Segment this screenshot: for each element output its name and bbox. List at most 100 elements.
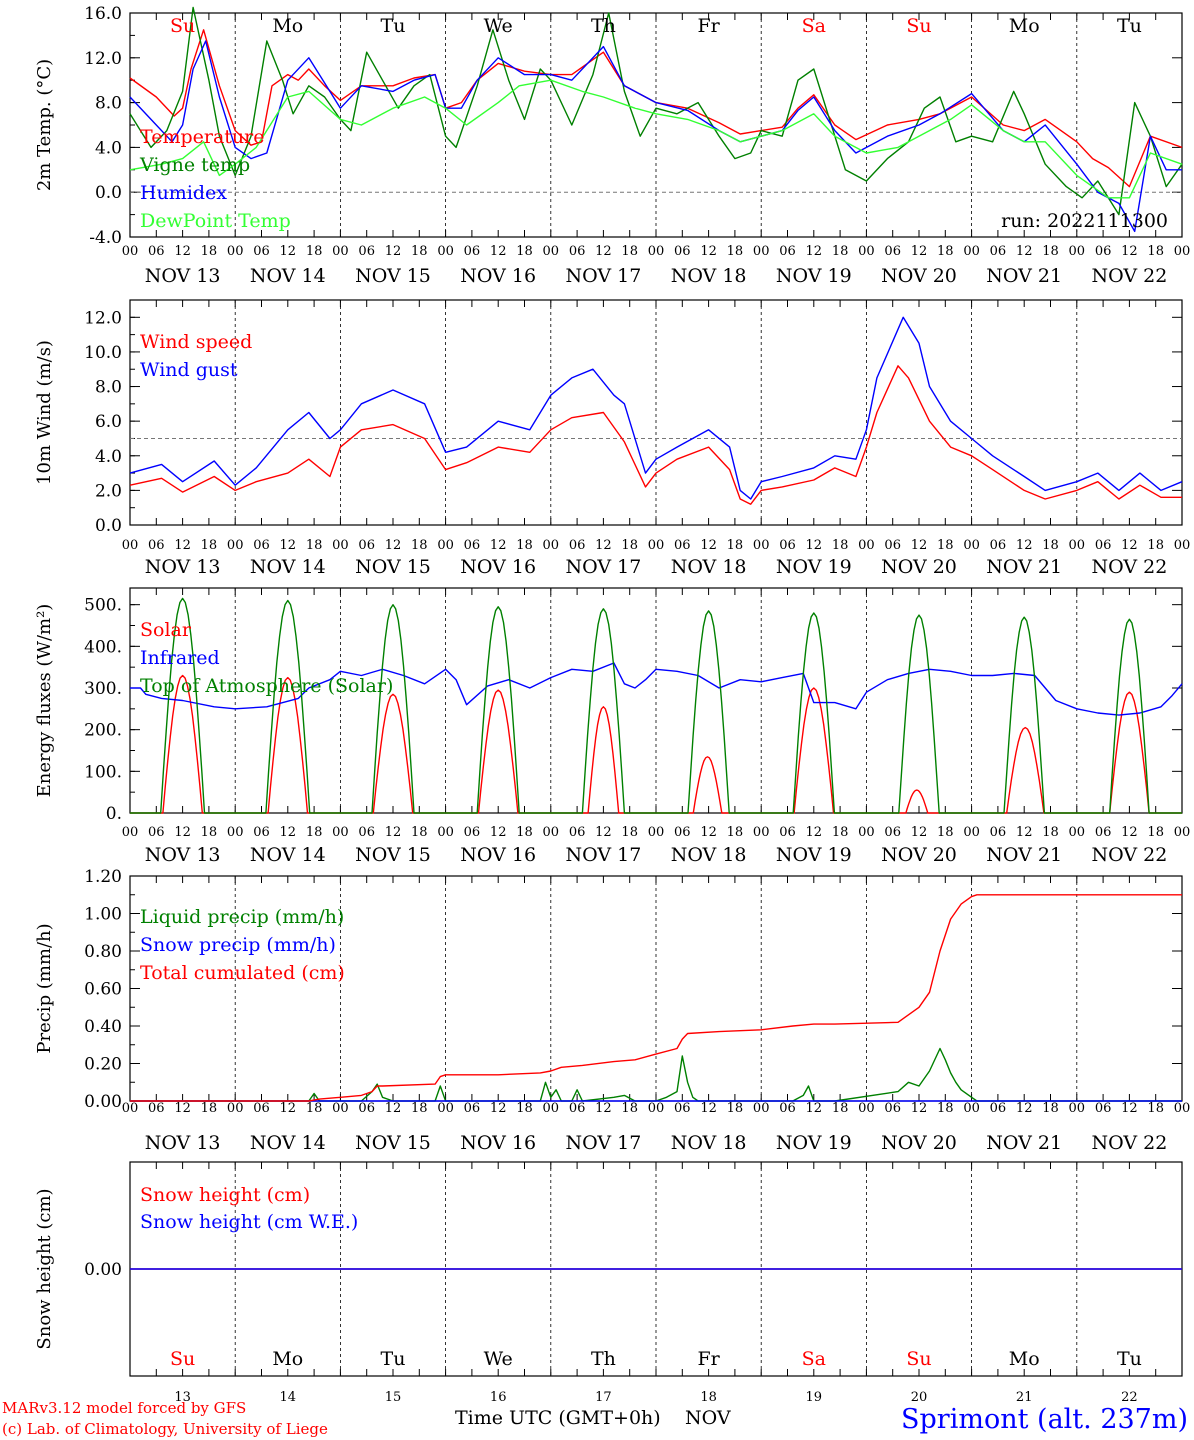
x-tick-label: 06	[884, 244, 901, 259]
weekday-label: Tu	[1117, 1348, 1142, 1370]
legend-entry: DewPoint Temp	[140, 210, 291, 232]
x-tick-label: 18	[201, 538, 218, 553]
y-tick-label: 0.00	[84, 1260, 122, 1280]
weekday-label: Su	[170, 15, 195, 37]
x-tick-label: 00	[753, 1101, 770, 1116]
x-tick-label: 06	[253, 538, 270, 553]
day-number: 16	[490, 1390, 507, 1405]
x-tick-label: 12	[490, 244, 507, 259]
x-tick-label: 00	[1069, 244, 1086, 259]
date-label: NOV 17	[565, 265, 641, 287]
date-label: NOV 16	[460, 1132, 536, 1154]
date-label: NOV 13	[145, 844, 221, 866]
day-number: 21	[1016, 1390, 1033, 1405]
x-tick-label: 18	[832, 538, 849, 553]
x-tick-label: 12	[174, 1101, 191, 1116]
date-label: NOV 13	[145, 556, 221, 578]
weekday-label: Mo	[1009, 15, 1040, 37]
x-tick-label: 12	[806, 538, 823, 553]
x-tick-label: 06	[358, 244, 375, 259]
y-tick-label: 0.20	[84, 1055, 122, 1075]
y-tick-label: 0.80	[84, 942, 122, 962]
x-tick-label: 12	[1016, 244, 1033, 259]
y-axis-title: Precip (mm/h)	[34, 923, 55, 1053]
x-tick-label: 00	[332, 244, 349, 259]
x-tick-label: 00	[332, 1101, 349, 1116]
legend-entry: Wind speed	[140, 331, 252, 353]
x-tick-label: 18	[621, 825, 638, 840]
x-tick-label: 18	[1042, 1101, 1059, 1116]
x-tick-label: 06	[674, 538, 691, 553]
x-tick-label: 06	[148, 244, 165, 259]
x-tick-label: 06	[779, 825, 796, 840]
x-tick-label: 00	[1069, 538, 1086, 553]
y-tick-label: 6.0	[95, 412, 122, 432]
legend-entry: Snow height (cm)	[140, 1184, 310, 1206]
y-tick-label: 0.40	[84, 1017, 122, 1037]
x-tick-label: 00	[332, 538, 349, 553]
date-label: NOV 15	[355, 1132, 431, 1154]
x-tick-label: 00	[227, 1101, 244, 1116]
x-tick-label: 12	[174, 538, 191, 553]
y-tick-label: 16.0	[84, 4, 122, 24]
panels: -4.0 0.0 4.0 8.0 12.0 16.0 2m Temp. (°C) Temper…	[34, 4, 1190, 1405]
x-tick-label: 00	[332, 825, 349, 840]
x-tick-label: 06	[884, 1101, 901, 1116]
x-tick-label: 18	[516, 825, 533, 840]
x-tick-label: 00	[122, 538, 139, 553]
x-tick-label: 06	[779, 1101, 796, 1116]
day-number: 22	[1121, 1390, 1138, 1405]
x-tick-label: 12	[385, 1101, 402, 1116]
series-line	[129, 29, 1183, 188]
y-axis-title: 10m Wind (m/s)	[34, 340, 55, 485]
date-label: NOV 21	[986, 844, 1062, 866]
date-label: NOV 19	[776, 1132, 852, 1154]
x-tick-label: 12	[490, 825, 507, 840]
date-label: NOV 16	[460, 844, 536, 866]
x-tick-label: 00	[1174, 825, 1191, 840]
x-tick-label: 06	[569, 538, 586, 553]
day-number: 20	[911, 1390, 928, 1405]
date-label: NOV 14	[250, 844, 326, 866]
x-tick-label: 18	[411, 825, 428, 840]
month-label: NOV	[685, 1407, 731, 1429]
weekday-label: Sa	[802, 1348, 826, 1370]
x-tick-label: 00	[648, 1101, 665, 1116]
legend-entry: Temperature	[140, 126, 264, 148]
x-tick-label: 06	[464, 244, 481, 259]
x-tick-label: 18	[621, 244, 638, 259]
x-tick-label: 00	[858, 538, 875, 553]
weekday-label: Mo	[272, 1348, 303, 1370]
x-tick-label: 00	[753, 538, 770, 553]
x-tick-label: 18	[306, 1101, 323, 1116]
x-tick-label: 06	[569, 1101, 586, 1116]
x-tick-label: 18	[306, 244, 323, 259]
y-tick-label: 300.	[84, 679, 122, 699]
x-tick-label: 00	[858, 1101, 875, 1116]
x-tick-label: 12	[280, 538, 297, 553]
x-tick-label: 00	[1069, 825, 1086, 840]
date-label: NOV 19	[776, 265, 852, 287]
x-tick-label: 06	[358, 1101, 375, 1116]
x-tick-label: 18	[411, 538, 428, 553]
legend-entry: Infrared	[140, 647, 220, 669]
x-tick-label: 00	[753, 244, 770, 259]
x-tick-label: 06	[148, 825, 165, 840]
x-axis-title: Time UTC (GMT+0h)	[455, 1407, 661, 1429]
day-number: 19	[806, 1390, 823, 1405]
y-tick-label: 0.00	[84, 1092, 122, 1112]
x-tick-label: 06	[674, 825, 691, 840]
date-label: NOV 19	[776, 844, 852, 866]
weekday-label: Th	[591, 15, 616, 37]
x-tick-label: 00	[437, 1101, 454, 1116]
x-tick-label: 18	[937, 825, 954, 840]
credit-line-2: (c) Lab. of Climatology, University of L…	[2, 1420, 328, 1438]
x-tick-label: 00	[963, 1101, 980, 1116]
y-tick-label: 0.	[106, 804, 122, 824]
x-tick-label: 18	[411, 1101, 428, 1116]
weekday-label: Fr	[697, 1348, 720, 1370]
panel-4: 0.00 0.20 0.40 0.60 0.80 1.00 1.20 Precip (mm/h…	[34, 867, 1190, 1154]
y-tick-label: 12.0	[84, 49, 122, 69]
